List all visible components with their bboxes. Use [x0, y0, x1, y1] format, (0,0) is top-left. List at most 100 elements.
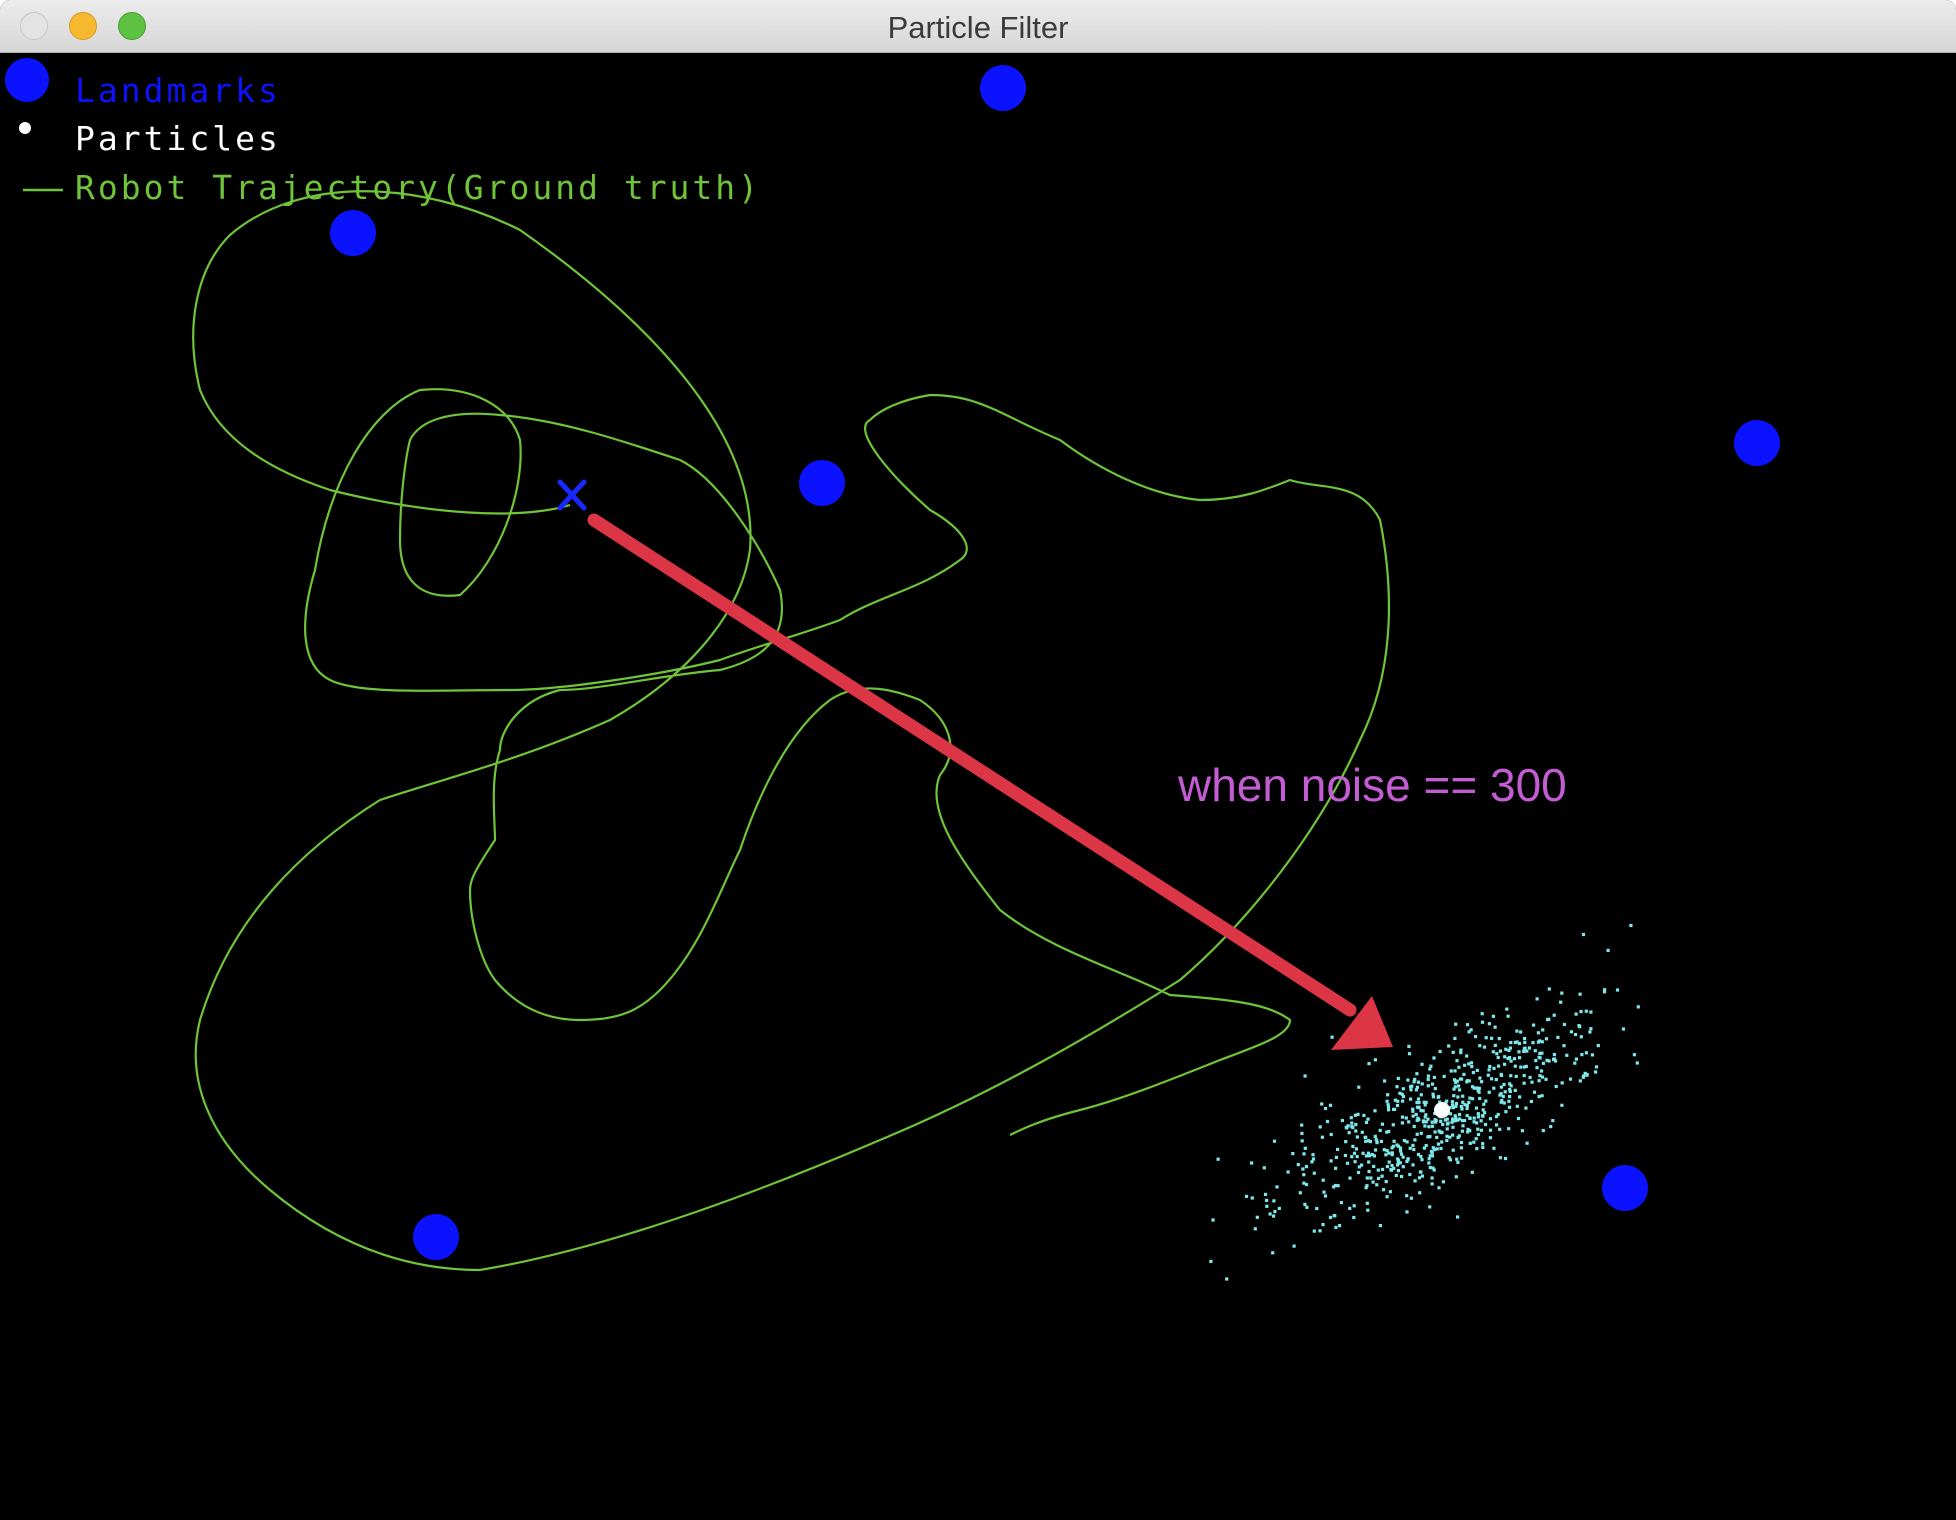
particle: [1496, 1055, 1500, 1060]
particle: [1522, 1065, 1527, 1069]
particle: [1417, 1106, 1421, 1110]
particle: [1426, 1084, 1430, 1088]
particle: [1539, 1069, 1544, 1073]
particle: [1413, 1138, 1417, 1142]
particle: [1320, 1102, 1324, 1106]
particle: [1336, 1184, 1340, 1188]
particle: [1375, 1141, 1379, 1145]
particle: [1275, 1185, 1279, 1189]
particle: [1492, 1066, 1496, 1070]
particle: [1635, 1061, 1639, 1065]
particle: [1334, 1155, 1338, 1159]
particle: [1454, 1022, 1458, 1026]
particle: [1413, 1179, 1417, 1183]
particle: [1514, 1074, 1518, 1078]
particle: [1472, 1140, 1476, 1144]
particle: [1503, 1062, 1507, 1066]
particle: [1328, 1215, 1333, 1219]
particle: [1480, 1020, 1485, 1024]
particle: [1321, 1178, 1325, 1182]
particle: [1465, 1103, 1469, 1107]
particle: [1488, 1117, 1493, 1121]
particle: [1396, 1099, 1400, 1103]
particle: [1333, 1183, 1338, 1188]
particle: [1387, 1129, 1391, 1134]
particle: [1386, 1093, 1390, 1097]
particle: [1296, 1163, 1300, 1167]
particle: [1481, 1142, 1485, 1146]
title-bar[interactable]: Particle Filter: [0, 0, 1956, 53]
particle: [1435, 1135, 1439, 1139]
particle: [1525, 1049, 1529, 1053]
particle: [1430, 1120, 1434, 1124]
particle: [1484, 1099, 1488, 1103]
particle: [1262, 1166, 1266, 1170]
particle: [1453, 1085, 1457, 1089]
particle: [1483, 1111, 1487, 1115]
particle: [1395, 1103, 1400, 1108]
particle: [1417, 1176, 1422, 1180]
particle: [1493, 1043, 1497, 1047]
particle: [1424, 1143, 1428, 1148]
zoom-icon[interactable]: [118, 12, 146, 40]
particle: [1351, 1144, 1355, 1148]
particle: [1419, 1109, 1423, 1113]
particle: [1367, 1154, 1372, 1158]
landmark-marker: [980, 65, 1026, 111]
particle: [1498, 1049, 1502, 1053]
particle: [1407, 1052, 1412, 1056]
particle: [1560, 1103, 1564, 1107]
close-icon[interactable]: [20, 12, 48, 40]
particle: [1508, 1056, 1512, 1060]
particle: [1384, 1153, 1388, 1157]
particle: [1508, 1046, 1512, 1050]
particle: [1292, 1244, 1296, 1248]
minimize-icon[interactable]: [69, 12, 97, 40]
particle: [1436, 1095, 1440, 1099]
particle: [1365, 1201, 1369, 1205]
particle: [1412, 1124, 1416, 1129]
particle: [1594, 1065, 1599, 1069]
particle: [1465, 1023, 1470, 1027]
particle: [1244, 1194, 1249, 1198]
particle: [1265, 1204, 1269, 1208]
particle: [1487, 1068, 1491, 1072]
particle: [1272, 1139, 1277, 1143]
particle: [1578, 992, 1582, 996]
particle: [1615, 988, 1620, 992]
particle: [1390, 1164, 1394, 1168]
particle: [1504, 1110, 1508, 1114]
particle: [1411, 1107, 1415, 1111]
particle: [1495, 1052, 1499, 1056]
particle: [1416, 1152, 1421, 1157]
particle: [1479, 1128, 1483, 1132]
particle: [1513, 1064, 1517, 1068]
legend-landmarks-label: Landmarks: [75, 71, 281, 110]
particle: [1277, 1206, 1281, 1210]
particle: [1481, 1145, 1485, 1149]
particle: [1370, 1153, 1374, 1157]
particle: [1390, 1153, 1394, 1157]
particle: [1439, 1146, 1443, 1151]
particle: [1424, 1120, 1428, 1124]
particle: [1596, 1044, 1600, 1048]
particle: [1420, 1158, 1424, 1162]
particle: [1501, 1094, 1505, 1099]
particle: [1300, 1139, 1304, 1143]
particle: [1551, 1119, 1555, 1123]
particle: [1430, 1124, 1435, 1128]
particle: [1482, 1045, 1487, 1049]
particle: [1303, 1074, 1307, 1078]
particle: [1427, 1161, 1431, 1165]
particle: [1387, 1108, 1391, 1112]
particle: [1578, 1025, 1582, 1029]
particle: [1451, 1125, 1455, 1129]
particle: [1428, 1165, 1432, 1170]
particle: [1333, 1214, 1337, 1218]
particle: [1455, 1059, 1459, 1063]
particle: [1452, 1094, 1456, 1098]
particle: [1562, 1022, 1566, 1027]
particle: [1524, 1106, 1528, 1110]
particle: [1467, 1079, 1471, 1083]
particle: [1348, 1176, 1352, 1180]
